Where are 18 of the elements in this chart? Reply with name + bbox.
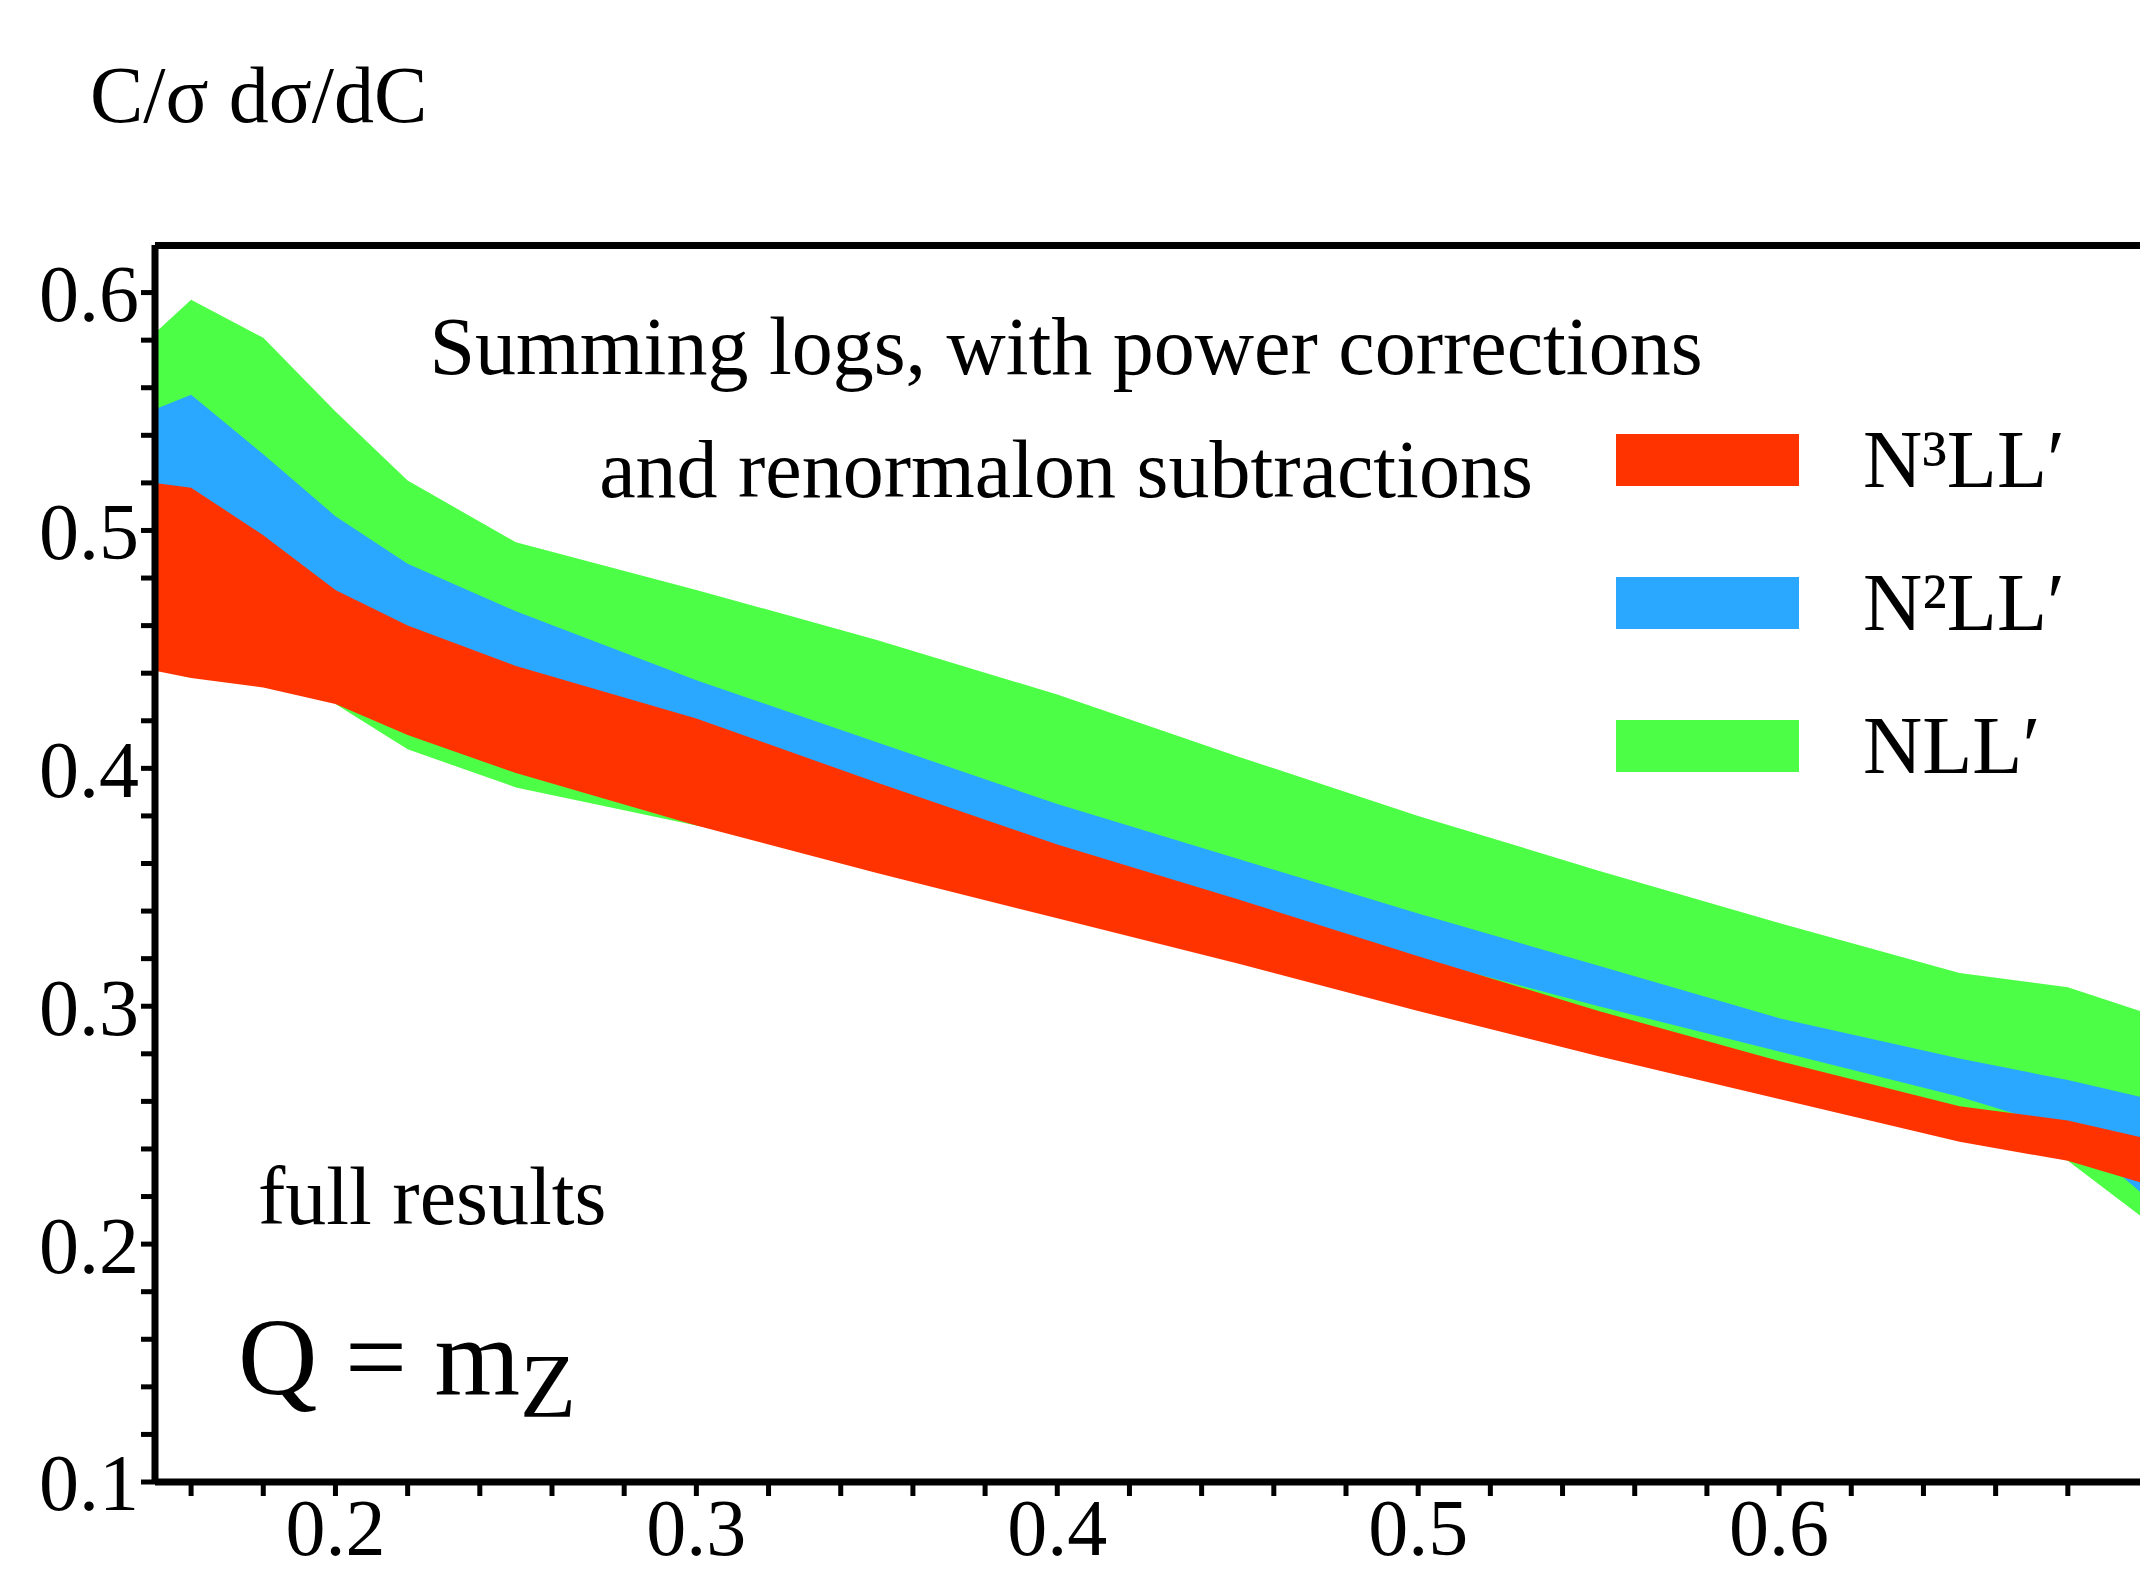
y-tick-label: 0.2 xyxy=(39,1201,139,1290)
y-tick-label: 0.3 xyxy=(39,963,139,1052)
annotation: Q = m$_{Z}$ xyxy=(238,1296,577,1437)
x-tick-label: 0.4 xyxy=(1007,1483,1108,1572)
legend-label: N³LL′ xyxy=(1863,412,2065,507)
y-tick-label: 0.5 xyxy=(39,487,139,576)
y-axis-title: C/σ dσ/dC xyxy=(90,51,428,139)
y-tick-label: 0.4 xyxy=(39,725,139,814)
x-tick-label: 0.6 xyxy=(1729,1483,1830,1572)
y-tick-label: 0.1 xyxy=(39,1439,139,1528)
x-tick-label: 0.2 xyxy=(285,1483,386,1572)
annotation: Summing logs, with power corrections and renormalon subtractions xyxy=(429,301,1703,515)
x-tick-label: 0.3 xyxy=(646,1483,747,1572)
x-tick-label: 0.5 xyxy=(1368,1483,1469,1572)
annotation: full results xyxy=(258,1151,607,1242)
legend-label: N²LL′ xyxy=(1863,555,2065,650)
y-tick-label: 0.6 xyxy=(39,249,139,338)
legend-label: NLL′ xyxy=(1863,698,2041,793)
